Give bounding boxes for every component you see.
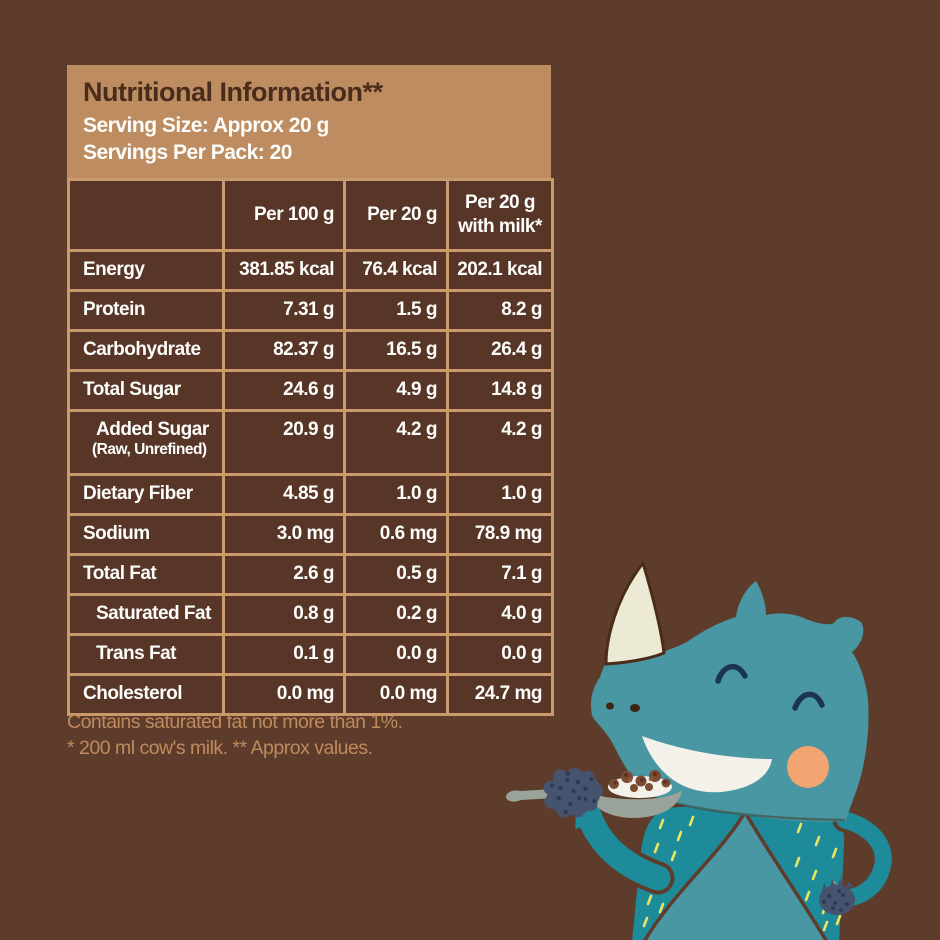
table-row: Dietary Fiber 4.85 g 1.0 g 1.0 g [67,473,554,516]
table-row: Protein 7.31 g 1.5 g 8.2 g [67,289,554,332]
nutrition-table-body: Energy 381.85 kcal 76.4 kcal 202.1 kcal Prot… [67,249,554,716]
rhino-eyes [715,664,825,711]
spoon-bowl [588,790,682,818]
nutrient-value: 78.9 mg [446,513,554,556]
rhino-right-arm [819,807,896,915]
rhino-right-fist [819,878,855,915]
table-row: Saturated Fat 0.8 g 0.2 g 4.0 g [67,593,554,636]
nutrient-value: 26.4 g [446,329,554,372]
nutrient-sublabel: (Raw, Unrefined) [92,441,207,458]
nutrient-value: 4.9 g [343,369,449,412]
nutrient-value: 14.8 g [446,369,554,412]
nutrient-value: 76.4 kcal [343,249,449,292]
nutrient-value: 8.2 g [446,289,554,332]
table-row: Trans Fat 0.1 g 0.0 g 0.0 g [67,633,554,676]
table-row: Added Sugar (Raw, Unrefined) 20.9 g 4.2 g 4.… [67,409,554,476]
table-row: Sodium 3.0 mg 0.6 mg 78.9 mg [67,513,554,556]
rhino-cheek [787,746,829,788]
column-header-per-20g-with-milk: Per 20 g with milk* [446,178,554,252]
nutrient-value: 4.2 g [343,409,449,476]
nutrient-label: Cholesterol [67,673,225,716]
nutrition-panel: Nutritional Information** Serving Size: … [67,65,554,716]
footnote-saturated-fat: Contains saturated fat not more than 1%. [67,711,403,733]
rhino-left-fist [543,767,603,818]
nutrient-value: 24.7 mg [446,673,554,716]
nutrient-value: 202.1 kcal [446,249,554,292]
column-header-per-100g: Per 100 g [222,178,346,252]
nutrient-value: 1.0 g [343,473,449,516]
table-header-row: Per 100 g Per 20 g Per 20 g with milk* [67,178,554,252]
rhino-left-arm [506,767,682,895]
servings-per-pack-text: Servings Per Pack: 20 [83,141,292,164]
column-header-per-20g: Per 20 g [343,178,449,252]
rhino-horn [604,561,666,666]
wrist-fringe [575,808,604,830]
nutrient-value: 0.0 mg [222,673,346,716]
nutrient-label: Total Sugar [67,369,225,412]
panel-header: Nutritional Information** Serving Size: … [67,65,551,178]
nutrient-value: 4.2 g [446,409,554,476]
rhino-smile [642,736,772,793]
panel-title: Nutritional Information** [83,77,383,107]
nutrient-value: 82.37 g [222,329,346,372]
table-row: Energy 381.85 kcal 76.4 kcal 202.1 kcal [67,249,554,292]
nutrition-table: Per 100 g Per 20 g Per 20 g with milk* E… [67,178,554,716]
footnote-milk-approx: * 200 ml cow's milk. ** Approx values. [67,737,373,759]
rhino-illustration [506,561,896,940]
spoon [506,770,682,818]
nutrient-value: 1.0 g [446,473,554,516]
nutrient-value: 20.9 g [222,409,346,476]
table-row: Total Sugar 24.6 g 4.9 g 14.8 g [67,369,554,412]
nutrient-value: 0.0 mg [343,673,449,716]
nutrient-value: 381.85 kcal [222,249,346,292]
nutrient-value: 7.31 g [222,289,346,332]
nutrient-label: Carbohydrate [67,329,225,372]
nutrient-label: Saturated Fat [67,593,225,636]
column-header-blank [67,178,225,252]
nutrient-value: 4.85 g [222,473,346,516]
nutrient-value: 0.8 g [222,593,346,636]
nutrient-label: Total Fat [67,553,225,596]
rhino-nostrils [606,702,640,712]
nutrient-label: Trans Fat [67,633,225,676]
table-row: Carbohydrate 82.37 g 16.5 g 26.4 g [67,329,554,372]
nutrient-value: 0.0 g [343,633,449,676]
serving-size-text: Serving Size: Approx 20 g [83,114,329,137]
nutrient-value: 0.5 g [343,553,449,596]
nutrient-value: 7.1 g [446,553,554,596]
cereal-clusters [609,770,671,792]
nutrient-label: Protein [67,289,225,332]
nutrient-value: 3.0 mg [222,513,346,556]
nutrient-label: Dietary Fiber [67,473,225,516]
nutrient-value: 0.2 g [343,593,449,636]
nutrient-value: 24.6 g [222,369,346,412]
nutrient-label: Added Sugar (Raw, Unrefined) [67,409,225,476]
table-row: Cholesterol 0.0 mg 0.0 mg 24.7 mg [67,673,554,716]
rhino-torso [632,805,845,940]
nutrient-label: Energy [67,249,225,292]
nutrient-value: 0.6 mg [343,513,449,556]
nutrient-value: 16.5 g [343,329,449,372]
nutrient-value: 2.6 g [222,553,346,596]
table-row: Total Fat 2.6 g 0.5 g 7.1 g [67,553,554,596]
nutrient-label: Sodium [67,513,225,556]
nutrient-value: 4.0 g [446,593,554,636]
rhino-head [590,561,869,822]
nutrient-value: 1.5 g [343,289,449,332]
nutrient-value: 0.1 g [222,633,346,676]
footnotes: Contains saturated fat not more than 1%.… [67,709,547,761]
nutrient-value: 0.0 g [446,633,554,676]
